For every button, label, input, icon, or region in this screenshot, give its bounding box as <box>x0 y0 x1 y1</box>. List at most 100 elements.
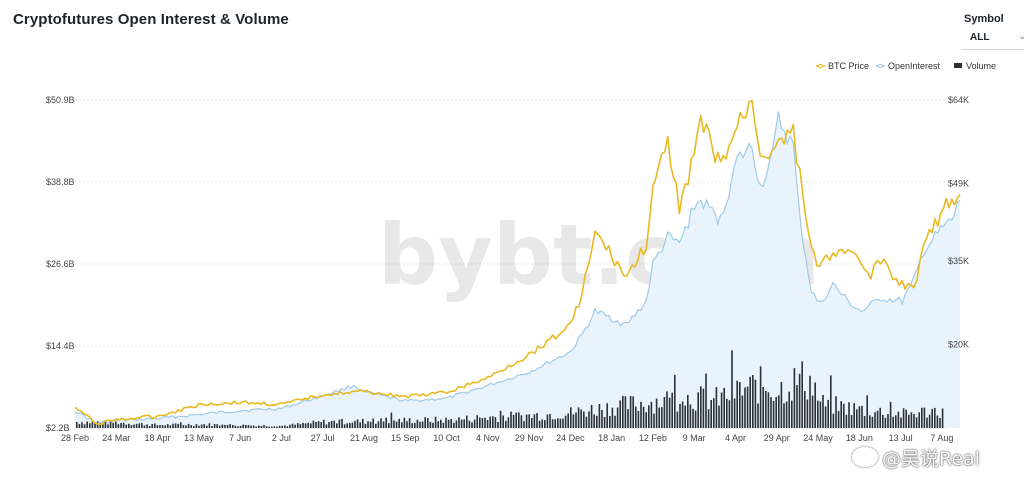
volume-bar <box>741 395 744 428</box>
volume-bar <box>330 420 333 428</box>
volume-bar <box>762 386 764 428</box>
legend-label: BTC Price <box>828 61 869 71</box>
volume-bar <box>936 415 939 428</box>
volume-bar <box>310 423 312 428</box>
volume-bar <box>458 417 460 428</box>
volume-bar <box>775 397 777 428</box>
volume-bar <box>380 418 382 428</box>
volume-bar <box>507 417 510 428</box>
volume-bar <box>81 422 83 428</box>
volume-bar <box>632 396 634 428</box>
volume-bar <box>822 395 824 428</box>
volume-bar <box>364 423 367 428</box>
volume-bar <box>427 418 429 428</box>
volume-bar <box>843 403 845 428</box>
volume-bar <box>354 420 356 428</box>
volume-bar <box>733 398 736 428</box>
volume-bar <box>107 424 109 428</box>
volume-bar <box>109 420 112 428</box>
volume-bar <box>520 415 523 428</box>
symbol-select[interactable]: ALL ⌄ <box>962 28 1024 50</box>
volume-bar <box>827 399 829 428</box>
volume-bar <box>819 401 822 428</box>
volume-bar <box>172 423 174 428</box>
volume-bar <box>590 405 593 428</box>
volume-bar <box>390 412 393 428</box>
volume-bar <box>913 414 915 428</box>
volume-bar <box>338 419 341 428</box>
right-axis-tick-label: $35K <box>948 256 969 266</box>
volume-bar <box>317 421 320 428</box>
volume-bar <box>203 424 205 428</box>
volume-bar <box>224 424 226 428</box>
volume-bar <box>336 423 338 428</box>
volume-bar <box>78 424 81 428</box>
volume-bar <box>923 407 926 428</box>
volume-bar <box>146 424 148 428</box>
volume-bar <box>577 407 580 428</box>
right-axis: $20K $35K $49K $64K <box>948 95 969 350</box>
volume-bar <box>200 424 203 428</box>
volume-bar <box>746 386 749 428</box>
volume-bar <box>304 423 307 428</box>
volume-bar <box>908 414 910 428</box>
volume-bar <box>242 424 244 428</box>
volume-bar <box>281 425 283 428</box>
volume-bar <box>757 403 759 428</box>
volume-bar <box>684 405 686 428</box>
volume-bar <box>211 426 213 428</box>
volume-bar <box>505 420 507 428</box>
volume-bar <box>182 425 185 428</box>
volume-bar <box>902 408 905 428</box>
volume-bar <box>541 419 543 428</box>
volume-bar <box>180 422 182 428</box>
volume-bar <box>492 416 494 428</box>
volume-bar <box>169 425 172 428</box>
volume-bar <box>515 412 517 428</box>
volume-bar <box>671 392 673 428</box>
volume-bar <box>185 425 187 428</box>
volume-bar <box>216 424 218 428</box>
volume-bar <box>905 409 907 428</box>
left-axis-tick-label: $50.9B <box>46 95 75 105</box>
volume-bar <box>835 396 837 428</box>
volume-bar <box>622 395 624 428</box>
volume-bar <box>393 420 395 428</box>
x-axis-tick-label: 24 Dec <box>556 433 585 443</box>
legend-dot <box>878 63 883 69</box>
volume-bar <box>419 421 421 428</box>
volume-bar <box>832 413 835 428</box>
volume-bar <box>627 409 629 428</box>
volume-bars <box>76 350 944 428</box>
volume-bar <box>559 418 562 428</box>
volume-bar <box>887 414 889 428</box>
volume-bar <box>289 424 291 428</box>
volume-bar <box>728 400 731 428</box>
volume-bar <box>710 400 712 428</box>
volume-bar <box>369 421 372 428</box>
volume-bar <box>692 408 694 428</box>
volume-bar <box>401 422 403 428</box>
volume-bar <box>554 419 556 428</box>
open-interest-line <box>74 111 961 424</box>
x-axis-tick-label: 28 Feb <box>61 433 89 443</box>
volume-bar <box>525 414 528 428</box>
volume-bar <box>411 423 413 428</box>
volume-bar <box>801 361 803 428</box>
volume-bar <box>258 425 260 428</box>
x-axis-tick-label: 24 Mar <box>102 433 130 443</box>
volume-bar <box>793 368 796 428</box>
volume-bar <box>102 424 104 428</box>
x-axis-tick-label: 27 Jul <box>311 433 335 443</box>
x-axis-tick-label: 9 Mar <box>683 433 706 443</box>
volume-bar <box>130 425 133 428</box>
volume-bar <box>161 425 164 428</box>
volume-bar <box>362 418 364 428</box>
volume-bar <box>250 425 252 428</box>
symbol-label: Symbol <box>964 13 1004 25</box>
volume-bar <box>312 420 315 428</box>
volume-bar <box>148 425 151 428</box>
volume-bar <box>601 410 603 428</box>
volume-bar <box>489 416 491 428</box>
volume-bar <box>856 409 858 428</box>
